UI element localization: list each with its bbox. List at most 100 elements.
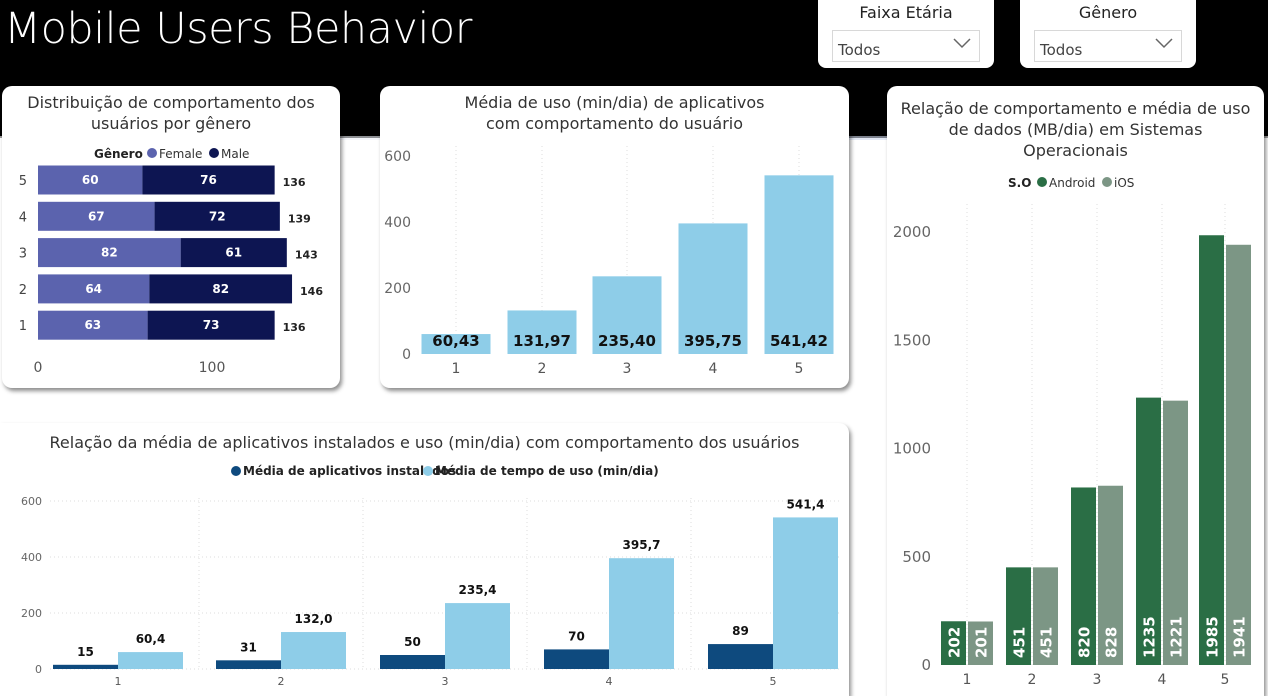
- legend-title: Gênero: [94, 147, 143, 161]
- bar-segment: [38, 238, 181, 268]
- bar: [609, 558, 674, 669]
- bar: [1226, 244, 1251, 665]
- total-label: 143: [295, 249, 318, 262]
- bar: [544, 649, 609, 669]
- data-label: 1985: [1204, 616, 1222, 658]
- bar: [1163, 400, 1188, 665]
- bar-segment: [149, 274, 293, 304]
- chevron-down-icon: [1155, 38, 1173, 49]
- age-filter-value: Todos: [838, 41, 881, 59]
- y-tick-label: 5: [19, 174, 27, 189]
- data-label: 201: [973, 627, 991, 658]
- x-tick-label: 3: [623, 361, 632, 377]
- x-tick-label: 4: [606, 675, 613, 688]
- data-label: 1235: [1141, 616, 1159, 658]
- y-tick-label: 2: [19, 283, 27, 298]
- gender-chart-title: Distribuição de comportamento dos usuári…: [27, 93, 315, 133]
- usage-chart-card: Média de uso (min/dia) de aplicativos co…: [380, 86, 849, 388]
- gender-filter-dropdown[interactable]: Todos: [1034, 30, 1182, 62]
- page-title: Mobile Users Behavior: [4, 4, 472, 54]
- x-tick-label: 4: [1158, 672, 1167, 688]
- x-tick-label: 4: [709, 361, 718, 377]
- total-label: 136: [283, 321, 306, 334]
- bar: [118, 652, 183, 669]
- data-label: 395,75: [684, 332, 742, 350]
- y-tick-label: 3: [19, 247, 27, 262]
- os-chart-title: Relação de comportamento e média de uso …: [900, 99, 1251, 160]
- x-tick-label: 1: [452, 361, 461, 377]
- x-tick-label: 3: [442, 675, 449, 688]
- x-tick-label: 2: [1028, 672, 1037, 688]
- data-label: 131,97: [513, 332, 571, 350]
- data-label: 451: [1011, 627, 1029, 658]
- y-tick-label: 0: [402, 347, 411, 363]
- legend-label: Female: [159, 147, 202, 161]
- age-filter-title: Faixa Etária: [859, 3, 953, 22]
- bar: [281, 632, 346, 669]
- bar: [592, 276, 662, 354]
- data-label: 72: [209, 209, 226, 223]
- legend-title: S.O: [1008, 176, 1031, 190]
- x-tick-label: 2: [278, 675, 285, 688]
- data-label: 451: [1038, 627, 1056, 658]
- gender-filter: Gênero Todos: [1020, 0, 1196, 68]
- data-label: 64: [85, 282, 102, 296]
- os-chart-card: Relação de comportamento e média de uso …: [887, 86, 1264, 696]
- bar-segment: [38, 274, 150, 304]
- data-label: 73: [203, 318, 220, 332]
- legend-marker: [231, 466, 241, 476]
- legend-label: Média de tempo de uso (min/dia): [435, 464, 659, 478]
- data-label: 60: [82, 173, 99, 187]
- data-label: 76: [200, 173, 217, 187]
- legend-label: Android: [1049, 176, 1095, 190]
- y-tick-label: 400: [384, 215, 411, 231]
- legend-marker: [423, 466, 433, 476]
- legend-marker: [1102, 177, 1112, 187]
- age-filter: Faixa Etária Todos: [818, 0, 994, 68]
- y-tick-label: 400: [21, 551, 42, 564]
- bar: [708, 644, 773, 669]
- y-tick-label: 0: [921, 656, 931, 674]
- x-tick-label: 1: [115, 675, 122, 688]
- data-label: 828: [1103, 627, 1121, 658]
- data-label: 60,4: [136, 632, 166, 646]
- y-tick-label: 600: [21, 495, 42, 508]
- bar-segment: [38, 310, 148, 340]
- bar: [968, 621, 993, 665]
- data-label: 541,42: [770, 332, 828, 350]
- y-tick-label: 4: [19, 210, 27, 225]
- data-label: 820: [1076, 627, 1094, 658]
- data-label: 82: [101, 246, 118, 260]
- gender-chart: Gênero Female Male 1 63 73 136 2 64 82 146 3 82 61 143…: [19, 147, 324, 376]
- bar: [764, 175, 834, 354]
- x-tick-label: 0: [34, 360, 43, 376]
- x-tick-label: 5: [770, 675, 777, 688]
- bar: [380, 655, 445, 669]
- gender-filter-value: Todos: [1040, 41, 1083, 59]
- x-tick-label: 3: [1093, 672, 1102, 688]
- bar: [53, 664, 118, 669]
- legend-marker: [1037, 177, 1047, 187]
- data-label: 202: [946, 627, 964, 658]
- data-label: 63: [84, 318, 101, 332]
- apps-chart-card: Relação da média de aplicativos instalad…: [0, 423, 849, 696]
- age-filter-dropdown[interactable]: Todos: [832, 30, 980, 62]
- usage-chart: 0 200 400 600 60,43 1 131,97 2 235,40 3 395,75 4 541…: [384, 146, 834, 377]
- usage-chart-title: Média de uso (min/dia) de aplicativos co…: [464, 93, 765, 133]
- bar: [941, 621, 966, 665]
- y-tick-label: 2000: [893, 223, 931, 241]
- x-tick-label: 2: [538, 361, 547, 377]
- chevron-down-icon: [953, 38, 971, 49]
- apps-chart-title: Relação da média de aplicativos instalad…: [49, 433, 800, 452]
- x-tick-label: 5: [795, 361, 804, 377]
- bar: [421, 334, 491, 354]
- bar: [1098, 485, 1123, 665]
- data-label: 60,43: [432, 332, 479, 350]
- data-label: 235,4: [459, 583, 497, 597]
- data-label: 31: [240, 640, 257, 654]
- legend-marker: [147, 148, 157, 158]
- data-label: 70: [568, 629, 585, 643]
- bar-segment: [147, 310, 275, 340]
- legend-marker: [209, 148, 219, 158]
